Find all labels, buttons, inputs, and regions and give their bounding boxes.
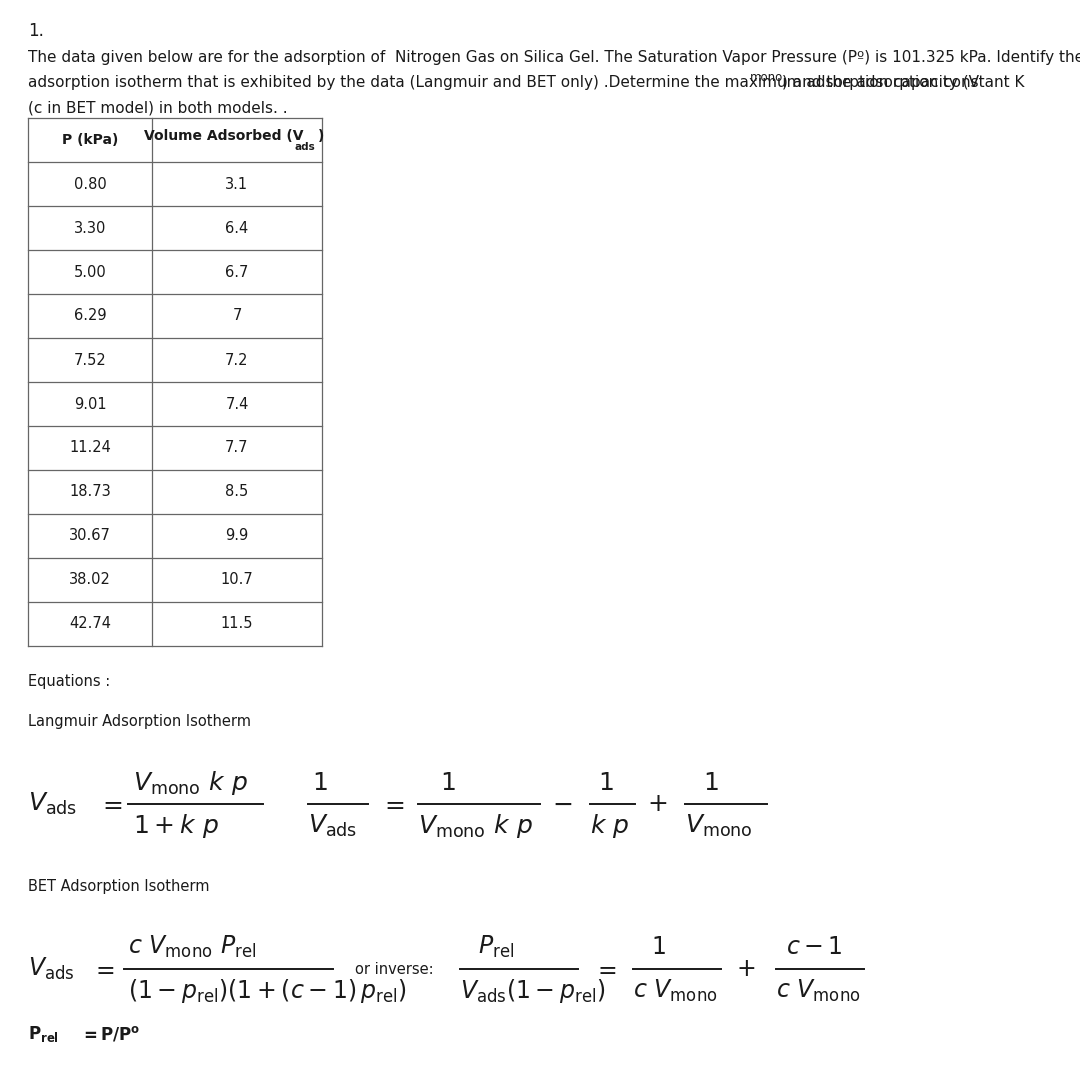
Text: 0.80: 0.80 [73,177,106,192]
Text: 9.9: 9.9 [226,529,248,544]
Text: 11.5: 11.5 [220,616,253,631]
Text: ) and the adsorption constant K: ) and the adsorption constant K [782,75,1025,90]
Text: Langmuir Adsorption Isotherm: Langmuir Adsorption Isotherm [28,714,251,729]
Text: 3.1: 3.1 [226,177,248,192]
Text: $V_{\rm mono}\ k\ p$: $V_{\rm mono}\ k\ p$ [133,769,247,797]
Text: $+$: $+$ [647,792,667,815]
Text: $c\ V_{\rm mono}$: $c\ V_{\rm mono}$ [777,978,861,1004]
Text: $P_{\rm rel}$: $P_{\rm rel}$ [478,934,514,961]
Text: 6.29: 6.29 [73,309,106,324]
Text: $V_{\rm ads}$: $V_{\rm ads}$ [308,813,357,839]
Text: $1$: $1$ [651,935,665,960]
Text: 7.2: 7.2 [226,352,248,367]
Text: 8.5: 8.5 [226,484,248,499]
Text: Volume Adsorbed (V: Volume Adsorbed (V [145,129,303,143]
Text: BET Adsorption Isotherm: BET Adsorption Isotherm [28,879,210,893]
Text: $=$: $=$ [593,957,617,981]
Text: (c in BET model) in both models. .: (c in BET model) in both models. . [28,100,287,115]
Text: adsorption isotherm that is exhibited by the data (Langmuir and BET only) .Deter: adsorption isotherm that is exhibited by… [28,75,978,90]
Text: P (kPa): P (kPa) [62,133,118,147]
Text: $V_{\rm mono}$: $V_{\rm mono}$ [685,813,753,839]
Text: 1.: 1. [28,22,44,40]
Text: 7.7: 7.7 [226,441,248,456]
Text: 6.7: 6.7 [226,264,248,279]
Text: 6.4: 6.4 [226,221,248,235]
Text: 3.30: 3.30 [73,221,106,235]
Text: mono: mono [750,71,783,84]
Text: 11.24: 11.24 [69,441,111,456]
Text: 42.74: 42.74 [69,616,111,631]
Text: 7.52: 7.52 [73,352,106,367]
Text: $+$: $+$ [735,957,755,981]
Text: $1$: $1$ [312,771,327,795]
Text: $=$: $=$ [380,792,405,815]
Text: 30.67: 30.67 [69,529,111,544]
Text: $V_{\rm ads}$: $V_{\rm ads}$ [28,791,77,817]
Text: $c\ V_{\rm mono}\ P_{\rm rel}$: $c\ V_{\rm mono}\ P_{\rm rel}$ [129,934,256,961]
Text: 5.00: 5.00 [73,264,106,279]
Text: 38.02: 38.02 [69,573,111,587]
Text: $(1-p_{\rm rel})(1+(c-1)\,p_{\rm rel})$: $(1-p_{\rm rel})(1+(c-1)\,p_{\rm rel})$ [129,977,407,1005]
Text: 18.73: 18.73 [69,484,111,499]
Text: ): ) [318,129,324,143]
Text: $V_{\rm ads}$: $V_{\rm ads}$ [28,956,75,982]
Text: The data given below are for the adsorption of  Nitrogen Gas on Silica Gel. The : The data given below are for the adsorpt… [28,50,1080,65]
Text: $c-1$: $c-1$ [786,935,842,960]
Text: $\mathbf{=}$: $\mathbf{=}$ [80,1025,97,1043]
Text: $1 + k\ p$: $1 + k\ p$ [133,812,219,840]
Text: $\mathbf{P_{rel}}$: $\mathbf{P_{rel}}$ [28,1025,59,1044]
Text: 7: 7 [232,309,242,324]
Text: Equations :: Equations : [28,674,110,689]
Text: $k\ p$: $k\ p$ [590,812,630,840]
Text: 10.7: 10.7 [220,573,254,587]
Text: $1$: $1$ [440,771,456,795]
Text: $-$: $-$ [552,792,572,815]
Text: $1$: $1$ [598,771,613,795]
Text: ads: ads [295,142,315,152]
Text: $=$: $=$ [91,957,114,981]
Text: $c\ V_{\rm mono}$: $c\ V_{\rm mono}$ [633,978,717,1004]
Text: $\mathbf{P/P^o}$: $\mathbf{P/P^o}$ [100,1025,140,1044]
Text: $1$: $1$ [703,771,718,795]
Text: $=$: $=$ [98,792,123,815]
Text: $V_{\rm ads}(1-p_{\rm rel})$: $V_{\rm ads}(1-p_{\rm rel})$ [460,977,606,1005]
Text: 7.4: 7.4 [226,396,248,412]
Text: $V_{\rm mono}\ k\ p$: $V_{\rm mono}\ k\ p$ [418,812,532,840]
Text: or inverse:: or inverse: [355,962,434,977]
Text: 9.01: 9.01 [73,396,106,412]
